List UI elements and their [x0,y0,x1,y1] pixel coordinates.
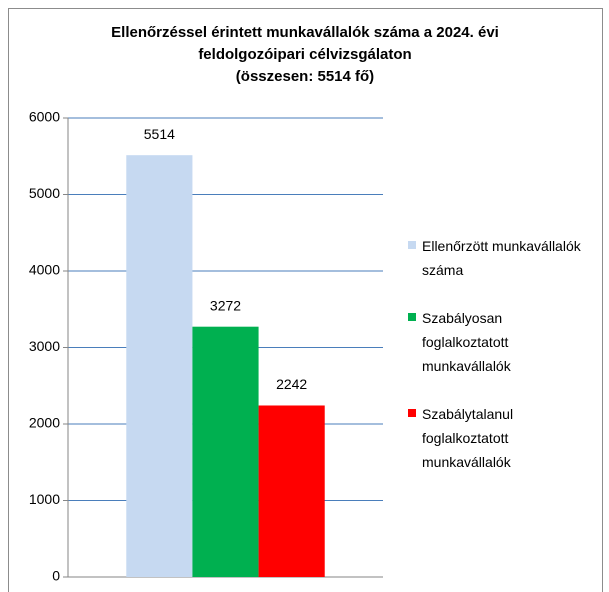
chart-title: Ellenőrzéssel érintett munkavállalók szá… [111,24,499,63]
y-tick-label: 4000 [29,262,60,278]
y-tick-label: 0 [52,568,60,584]
y-tick-label: 2000 [29,415,60,431]
chart-title-block: Ellenőrzéssel érintett munkavállalók szá… [70,22,540,88]
legend-item: Ellenőrzött munkavállalók száma [408,234,598,282]
legend-item: Szabályosan foglalkoztatott munkavállaló… [408,306,598,378]
chart-subtitle: (összesen: 5514 fő) [235,68,375,85]
legend-swatch [408,409,416,417]
legend-label: Szabálytalanul foglalkoztatott munkaváll… [422,406,514,470]
bar [126,155,193,577]
legend-label: Szabályosan foglalkoztatott munkavállaló… [422,310,511,374]
legend-item: Szabálytalanul foglalkoztatott munkaváll… [408,402,598,474]
data-label: 2242 [276,376,307,392]
chart-frame [8,8,603,592]
data-label: 3272 [210,297,241,313]
legend-label: Ellenőrzött munkavállalók száma [422,238,581,278]
bar [192,326,259,577]
data-label: 5514 [144,126,175,142]
legend-swatch [408,313,416,321]
legend: Ellenőrzött munkavállalók száma Szabályos… [408,234,598,498]
y-tick-label: 1000 [29,491,60,507]
y-tick-label: 5000 [29,185,60,201]
legend-swatch [408,241,416,249]
y-tick-label: 3000 [29,338,60,354]
bar [258,405,325,577]
y-tick-label: 6000 [29,109,60,125]
